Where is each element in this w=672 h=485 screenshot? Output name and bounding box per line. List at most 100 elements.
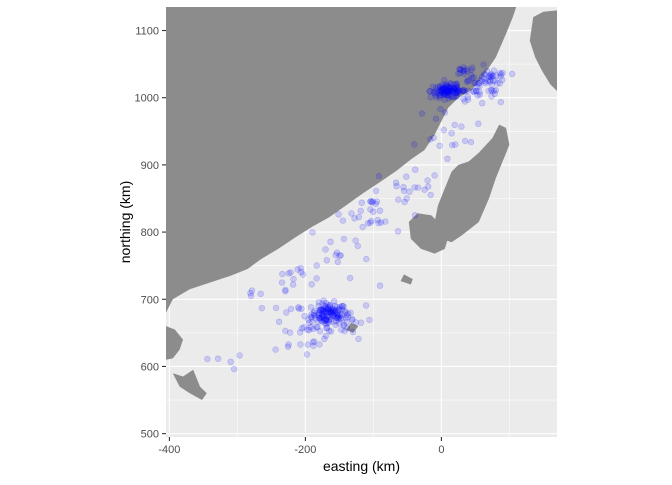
data-point <box>443 87 451 94</box>
data-point <box>442 85 449 92</box>
data-point <box>460 64 467 71</box>
data-point <box>490 77 497 84</box>
data-point <box>282 288 289 295</box>
land-island-small-1 <box>400 274 413 285</box>
data-point <box>289 281 297 288</box>
data-point <box>326 303 334 310</box>
data-point <box>275 318 283 325</box>
data-point <box>436 142 443 150</box>
data-point <box>319 318 326 325</box>
data-point <box>330 298 338 305</box>
data-point <box>437 83 444 90</box>
data-point <box>326 308 333 316</box>
data-point <box>247 292 255 300</box>
data-point <box>446 88 453 95</box>
data-point <box>366 316 373 324</box>
data-point <box>427 191 434 199</box>
data-point <box>317 306 325 313</box>
data-point <box>455 87 462 95</box>
data-point <box>357 207 364 215</box>
data-point <box>455 89 462 96</box>
data-point <box>295 304 302 311</box>
data-point <box>432 115 440 122</box>
data-point <box>488 93 495 100</box>
x-tick-label: 0 <box>438 444 444 456</box>
data-point <box>338 326 345 334</box>
data-point <box>453 80 460 88</box>
data-point <box>432 91 439 99</box>
data-point <box>327 316 335 323</box>
data-point <box>329 309 337 316</box>
data-point <box>476 88 483 96</box>
data-point <box>449 93 456 101</box>
data-point <box>313 324 320 331</box>
data-point <box>304 341 311 348</box>
data-point <box>334 310 341 317</box>
data-point <box>446 92 453 100</box>
data-point <box>355 335 362 343</box>
data-point <box>320 314 328 321</box>
data-point <box>298 305 305 312</box>
data-point <box>438 88 445 96</box>
data-point <box>323 317 330 324</box>
data-point <box>341 327 348 335</box>
data-point <box>295 305 303 312</box>
data-point <box>437 88 444 95</box>
data-point <box>441 91 448 99</box>
data-point <box>472 87 480 95</box>
data-point <box>414 184 422 191</box>
data-point <box>482 79 489 87</box>
data-point <box>454 87 462 94</box>
data-point <box>441 89 448 96</box>
data-point <box>470 88 477 95</box>
data-point <box>448 130 455 137</box>
data-point <box>294 266 301 273</box>
data-point <box>463 78 471 86</box>
data-point <box>459 87 466 94</box>
data-point <box>498 71 505 78</box>
data-point <box>335 306 343 313</box>
data-point <box>329 313 336 320</box>
data-point <box>329 311 337 318</box>
x-tick-label: -400 <box>158 444 180 456</box>
data-point <box>322 246 329 253</box>
data-point <box>338 311 346 318</box>
data-point <box>332 321 339 329</box>
data-point <box>476 83 483 90</box>
data-point <box>334 307 342 315</box>
data-point <box>444 89 451 97</box>
data-point <box>320 307 327 314</box>
data-point <box>497 73 504 80</box>
data-point <box>487 71 494 78</box>
data-point <box>286 329 294 336</box>
data-point <box>309 339 317 346</box>
data-point <box>298 325 306 332</box>
data-point <box>440 91 448 98</box>
data-point <box>349 316 356 324</box>
data-point <box>347 309 354 316</box>
points-layer <box>204 61 516 373</box>
data-point <box>430 134 437 142</box>
data-point <box>427 136 434 143</box>
data-point <box>461 88 468 96</box>
data-point <box>508 70 516 78</box>
data-point <box>363 255 370 263</box>
data-point <box>440 87 447 94</box>
data-point <box>441 90 448 98</box>
data-point <box>364 220 372 227</box>
data-point <box>307 304 315 311</box>
data-point <box>461 98 468 105</box>
data-point <box>439 81 446 88</box>
data-point <box>451 85 458 93</box>
data-point <box>319 300 326 307</box>
data-point <box>309 229 316 236</box>
data-point <box>320 307 327 315</box>
data-point <box>460 95 467 103</box>
data-point <box>322 308 329 315</box>
data-point <box>325 316 333 324</box>
data-point <box>323 257 330 264</box>
data-point <box>437 89 445 96</box>
data-point <box>340 235 348 243</box>
data-point <box>344 310 352 317</box>
